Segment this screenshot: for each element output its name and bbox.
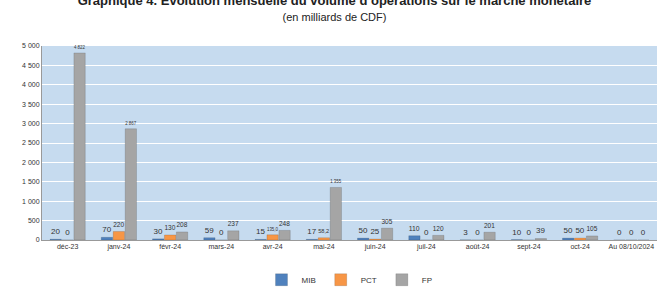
svg-text:juin-24: juin-24 [364, 243, 386, 251]
svg-text:1 355: 1 355 [330, 179, 342, 184]
svg-text:237: 237 [228, 220, 239, 227]
svg-text:mars-24: mars-24 [209, 243, 235, 250]
svg-text:MIB: MIB [302, 276, 316, 285]
svg-text:PCT: PCT [361, 276, 377, 285]
svg-text:30: 30 [153, 227, 162, 236]
svg-text:110: 110 [409, 225, 420, 232]
svg-text:58,2: 58,2 [318, 228, 329, 234]
svg-text:août-24: août-24 [466, 243, 490, 250]
svg-text:135,0: 135,0 [267, 227, 279, 232]
svg-text:1 500: 1 500 [22, 178, 40, 185]
svg-text:0: 0 [219, 228, 224, 237]
svg-text:208: 208 [176, 221, 187, 228]
svg-text:2 867: 2 867 [125, 121, 137, 126]
svg-text:70: 70 [102, 225, 111, 234]
svg-text:39: 39 [536, 226, 545, 235]
svg-text:4 822: 4 822 [74, 45, 86, 50]
svg-text:janv-24: janv-24 [106, 243, 130, 251]
svg-text:105: 105 [586, 225, 597, 232]
svg-text:mai-24: mai-24 [313, 243, 335, 250]
svg-text:220: 220 [113, 221, 124, 228]
svg-text:4 000: 4 000 [22, 81, 40, 88]
svg-text:2 500: 2 500 [22, 139, 40, 146]
svg-text:248: 248 [279, 220, 290, 227]
svg-text:0: 0 [617, 228, 622, 237]
svg-text:juil-24: juil-24 [416, 243, 436, 251]
svg-text:50: 50 [358, 226, 367, 235]
svg-text:3 500: 3 500 [22, 101, 40, 108]
svg-text:25: 25 [370, 227, 379, 236]
svg-text:oct-24: oct-24 [570, 243, 590, 250]
svg-text:130: 130 [164, 224, 175, 231]
svg-text:10: 10 [512, 228, 521, 237]
svg-text:0: 0 [424, 228, 429, 237]
svg-text:0: 0 [36, 236, 40, 243]
svg-text:0: 0 [65, 228, 70, 237]
svg-text:305: 305 [381, 218, 392, 225]
svg-text:50: 50 [575, 226, 584, 235]
svg-text:févr-24: févr-24 [159, 243, 181, 250]
svg-text:17: 17 [307, 227, 316, 236]
svg-text:avr-24: avr-24 [263, 243, 283, 250]
svg-text:3: 3 [463, 228, 468, 237]
svg-text:Au 08/10/2024: Au 08/10/2024 [609, 243, 655, 250]
svg-text:500: 500 [28, 217, 40, 224]
svg-text:0: 0 [629, 228, 634, 237]
svg-text:2 000: 2 000 [22, 159, 40, 166]
svg-text:4 500: 4 500 [22, 62, 40, 69]
svg-text:0: 0 [641, 228, 646, 237]
svg-text:120: 120 [433, 225, 444, 232]
svg-text:50: 50 [563, 226, 572, 235]
svg-text:sept-24: sept-24 [517, 243, 540, 251]
svg-text:Graphique 4. Évolution mensuel: Graphique 4. Évolution mensuelle du volu… [78, 0, 592, 23]
svg-text:0: 0 [526, 228, 531, 237]
svg-text:FP: FP [422, 276, 432, 285]
svg-text:20: 20 [51, 227, 60, 236]
svg-text:1 000: 1 000 [22, 198, 40, 205]
svg-text:0: 0 [475, 228, 480, 237]
svg-text:5 000: 5 000 [22, 42, 40, 49]
svg-text:15: 15 [256, 227, 265, 236]
svg-text:3 000: 3 000 [22, 120, 40, 127]
svg-text:201: 201 [484, 222, 495, 229]
svg-text:déc-23: déc-23 [57, 243, 79, 250]
svg-text:59: 59 [205, 226, 214, 235]
